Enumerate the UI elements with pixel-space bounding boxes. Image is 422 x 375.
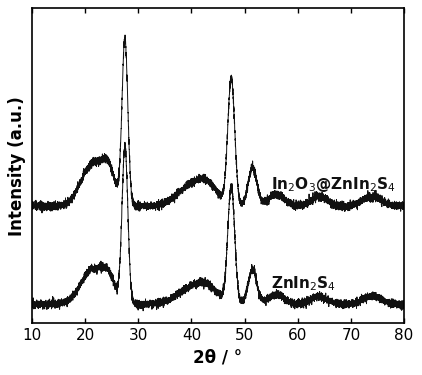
X-axis label: 2θ / °: 2θ / ° (193, 349, 243, 367)
Y-axis label: Intensity (a.u.): Intensity (a.u.) (8, 96, 26, 236)
Text: ZnIn$_2$S$_4$: ZnIn$_2$S$_4$ (271, 274, 336, 293)
Text: In$_2$O$_3$@ZnIn$_2$S$_4$: In$_2$O$_3$@ZnIn$_2$S$_4$ (271, 175, 396, 194)
